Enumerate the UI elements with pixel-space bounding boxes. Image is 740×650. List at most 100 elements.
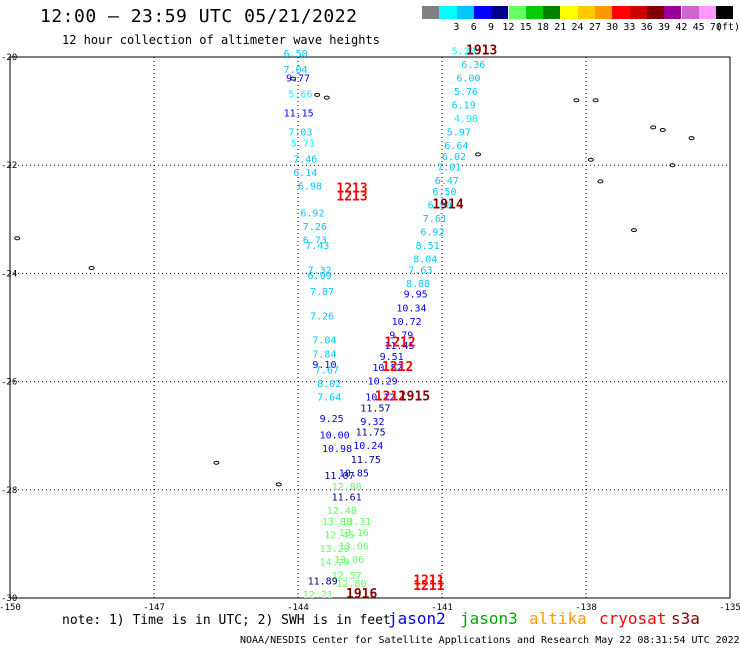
- island-marker: [88, 265, 95, 270]
- scale-swatch: [646, 6, 665, 19]
- wave-height-value: 7.61: [423, 214, 447, 225]
- track-label: 1212: [375, 390, 406, 405]
- island-marker: [659, 128, 666, 133]
- wave-height-value: 6.64: [444, 141, 468, 152]
- wave-height-value: 6.47: [435, 176, 459, 187]
- scale-swatch: [491, 6, 509, 19]
- wave-height-value: 9.32: [360, 417, 384, 428]
- island-marker: [669, 163, 676, 168]
- track-label: 1915: [399, 390, 430, 405]
- island-marker: [631, 228, 637, 233]
- wave-height-value: 11.57: [360, 403, 390, 414]
- wave-height-value: 12.21: [303, 590, 333, 601]
- wave-height-value: 6.14: [293, 168, 317, 179]
- scale-swatch: [698, 6, 717, 19]
- wave-height-value: 12.45: [324, 530, 354, 541]
- wave-height-value: 6.50: [432, 187, 456, 198]
- lon-tick-label: -135: [719, 603, 740, 613]
- lat-tick-label: -20: [1, 53, 17, 63]
- track-label: 1212: [382, 360, 413, 375]
- scale-swatch: [543, 6, 561, 19]
- scale-swatch: [629, 6, 647, 19]
- wave-height-value: 7.46: [293, 154, 317, 165]
- wave-height-value: 9.10: [312, 360, 336, 371]
- wave-height-value: 13.20: [320, 544, 350, 555]
- scale-label: 18: [536, 22, 549, 33]
- wave-height-value: 11.15: [284, 109, 314, 120]
- island-marker: [314, 92, 321, 97]
- wave-height-value: 10.12: [365, 393, 395, 404]
- scale-label: 70: [709, 22, 722, 33]
- wave-height-value: 7.26: [310, 311, 334, 322]
- wave-height-value: 11.75: [356, 428, 386, 439]
- scale-label: 21: [554, 22, 567, 33]
- lon-tick-label: -144: [287, 603, 309, 613]
- wave-height-value: 5.66: [288, 90, 312, 101]
- island-marker: [688, 136, 695, 141]
- wave-height-value: 12.16: [339, 528, 369, 539]
- wave-height-value: 10.29: [368, 376, 398, 387]
- wave-height-value: 10.24: [353, 441, 383, 452]
- lon-tick-label: -150: [0, 603, 21, 613]
- wave-height-value: 7.26: [303, 222, 327, 233]
- wave-height-value: 6.99: [308, 271, 332, 282]
- wave-height-value: 10.98: [322, 444, 352, 455]
- wave-height-value: 7.01: [437, 163, 461, 174]
- scale-unit: (ft): [716, 22, 740, 33]
- wave-height-value: 7.03: [288, 127, 312, 138]
- lat-tick-label: -24: [1, 269, 17, 279]
- wave-height-value: 7.32: [308, 265, 332, 276]
- page-subtitle: 12 hour collection of altimeter wave hei…: [62, 33, 380, 47]
- wave-height-value: 5.97: [447, 127, 471, 138]
- lon-tick-label: -147: [143, 603, 165, 613]
- scale-swatch: [595, 6, 613, 19]
- wave-height-value: 7.64: [317, 393, 341, 404]
- scale-label: 30: [606, 22, 619, 33]
- wave-height-value: 11.89: [308, 576, 338, 587]
- scale-label: 27: [588, 22, 601, 33]
- scale-swatch: [439, 6, 457, 19]
- wave-height-value: 9.79: [389, 330, 413, 341]
- wave-height-value: 12.88: [332, 482, 362, 493]
- wave-height-value: 7.04: [284, 65, 308, 76]
- scale-label: 15: [519, 22, 532, 33]
- wave-height-value: 5.76: [454, 87, 478, 98]
- wave-height-value: 7.87: [310, 287, 334, 298]
- wave-height-value: 6.02: [442, 152, 466, 163]
- island-marker: [475, 152, 481, 157]
- scale-swatch: [716, 6, 734, 19]
- wave-height-value: 5.20: [452, 46, 476, 57]
- wave-height-value: 13.06: [339, 541, 369, 552]
- plot-frame: [9, 56, 731, 599]
- island-marker: [573, 98, 580, 103]
- track-label: 1213: [336, 189, 367, 204]
- wave-height-value: 6.19: [452, 100, 476, 111]
- wave-height-value: 6.90: [428, 200, 452, 211]
- wave-height-value: 13.00: [322, 517, 352, 528]
- wave-height-value: 13.06: [334, 555, 364, 566]
- island-marker: [650, 125, 657, 130]
- scale-swatch: [664, 6, 682, 19]
- scale-label: 36: [640, 22, 653, 33]
- wave-height-value: 7.67: [315, 365, 339, 376]
- scale-swatch: [612, 6, 630, 19]
- wave-height-value: 5.71: [291, 138, 315, 149]
- wave-height-value: 10.85: [339, 468, 369, 479]
- wave-height-value: 8.02: [317, 379, 341, 390]
- scale-swatch: [456, 6, 474, 19]
- island-marker: [14, 236, 21, 241]
- scale-swatch: [422, 6, 440, 19]
- track-label: 1913: [466, 43, 497, 58]
- wave-height-value: 9.77: [286, 73, 310, 84]
- footer-note: note: 1) Time is in UTC; 2) SWH is in fe…: [62, 613, 391, 628]
- scale-label: 12: [502, 22, 515, 33]
- track-label: 1211: [413, 573, 444, 588]
- wave-height-value: 11.45: [384, 341, 414, 352]
- scale-swatch: [508, 6, 526, 19]
- island-marker: [592, 98, 599, 103]
- wave-height-value: 7.43: [305, 241, 329, 252]
- track-label: 1213: [336, 181, 367, 196]
- track-label: 1914: [432, 197, 463, 212]
- wave-height-value: 12.80: [336, 579, 366, 590]
